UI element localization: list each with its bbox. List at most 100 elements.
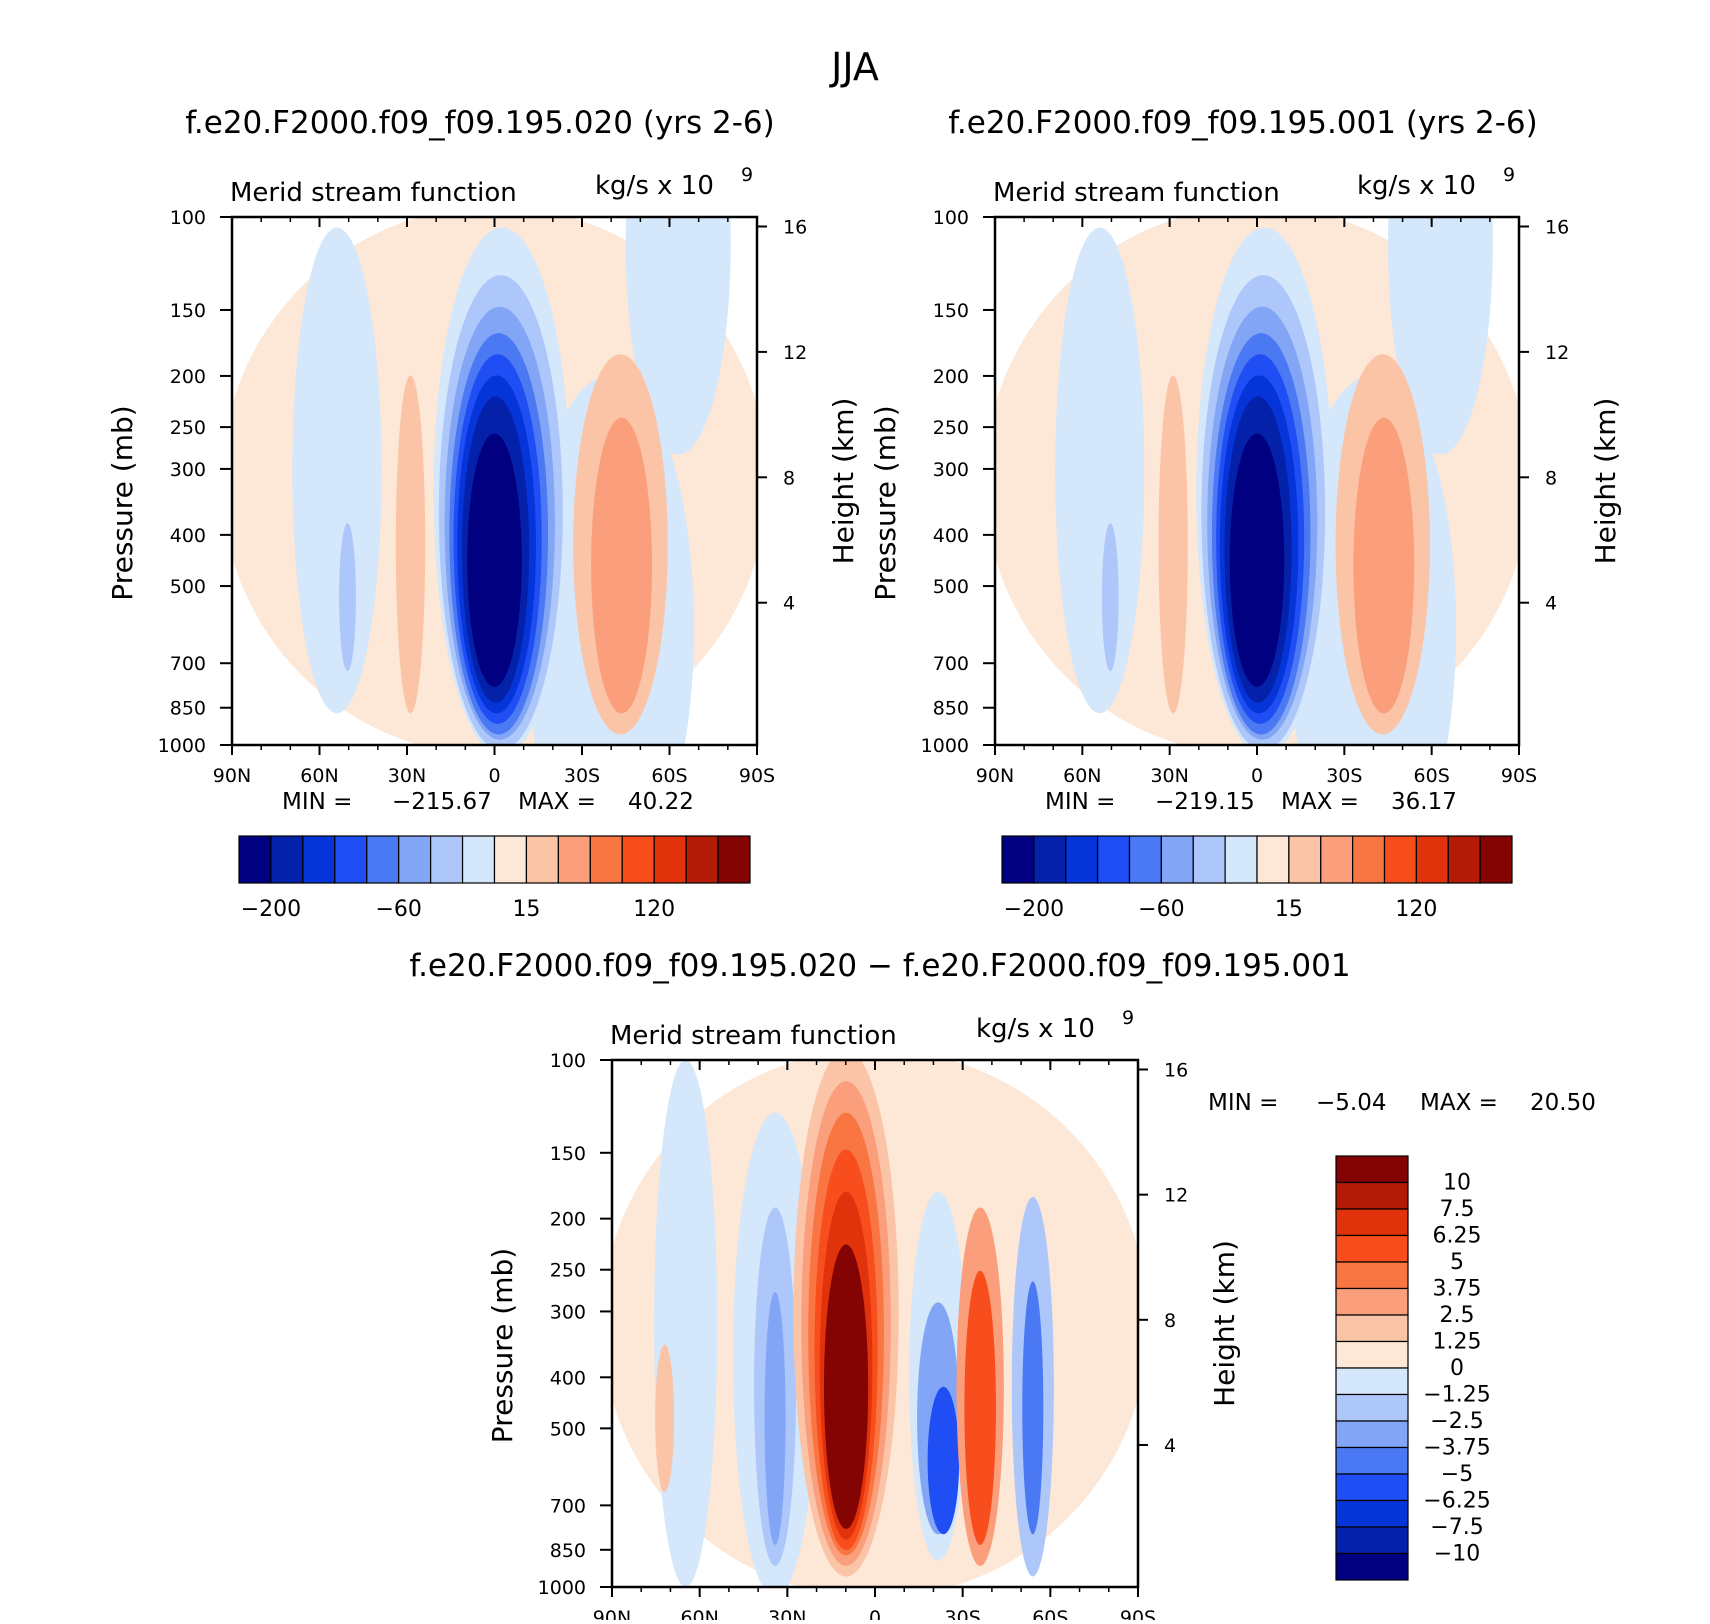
y-axis-label: Pressure (mb) <box>869 405 902 600</box>
height-tick-label: 12 <box>783 342 807 364</box>
y-tick-label: 150 <box>170 300 206 322</box>
colorbar-label: −7.5 <box>1430 1515 1483 1540</box>
colorbar-cell <box>653 835 687 884</box>
colorbar-cell <box>493 835 528 884</box>
x-tick-label: 0 <box>488 765 500 787</box>
colorbar-cell <box>685 835 719 884</box>
colorbar-label: 15 <box>512 897 540 922</box>
contour-fill <box>995 217 1519 745</box>
variable-title: Merid stream function <box>230 178 517 208</box>
y-tick-label: 100 <box>550 1050 586 1072</box>
case-title: f.e20.F2000.f09_f09.195.001 (yrs 2-6) <box>948 105 1538 141</box>
x-tick-label: 60N <box>300 765 338 787</box>
y-tick-label: 850 <box>933 698 969 720</box>
colorbar-cell <box>1335 1473 1409 1502</box>
x-tick-label: 30S <box>1326 765 1362 787</box>
x-tick-label: 0 <box>869 1607 881 1620</box>
colorbar-cell <box>430 835 464 884</box>
variable-title: Merid stream function <box>993 178 1280 208</box>
x-tick-label: 60N <box>680 1607 718 1620</box>
colorbar-cell <box>1335 1420 1409 1449</box>
variable-title: Merid stream function <box>610 1021 897 1051</box>
colorbar-cell <box>1097 835 1131 884</box>
colorbar: −200 −60 15 120 <box>238 835 751 922</box>
height-tick-label: 16 <box>783 217 807 239</box>
x-tick-label: 30S <box>945 1607 981 1620</box>
colorbar-cell <box>717 835 751 884</box>
max-value: 36.17 <box>1391 789 1457 815</box>
y-tick-label: 500 <box>170 576 206 598</box>
height-tick-label: 4 <box>783 593 795 615</box>
colorbar-label: 10 <box>1443 1171 1471 1196</box>
p1-shade-15 <box>591 417 652 714</box>
case-title: f.e20.F2000.f09_f09.195.020 (yrs 2-6) <box>185 105 775 141</box>
p2-shade-2 <box>1388 217 1493 455</box>
x-tick-label: 60S <box>1032 1607 1068 1620</box>
colorbar-cell <box>1335 1552 1409 1581</box>
colorbar-label: 1.25 <box>1433 1330 1482 1355</box>
y-tick-label: 700 <box>550 1495 586 1517</box>
min-label: MIN = <box>282 789 352 815</box>
colorbar-label: 2.5 <box>1440 1303 1475 1328</box>
p3-shade-4 <box>764 1291 786 1545</box>
colorbar-cell <box>1128 835 1162 884</box>
min-value: −215.67 <box>392 789 492 815</box>
colorbar-label: −3.75 <box>1423 1436 1490 1461</box>
units-label: kg/s x 10 <box>1357 171 1476 201</box>
max-value: 20.50 <box>1530 1090 1596 1116</box>
height-axis-label: Height (km) <box>1589 398 1622 565</box>
y-tick-label: 100 <box>170 207 206 229</box>
colorbar-cell <box>334 835 368 884</box>
colorbar-cell <box>1335 1208 1409 1237</box>
colorbar-label: 6.25 <box>1433 1224 1482 1249</box>
x-tick-label: 60S <box>1414 765 1450 787</box>
colorbar-label: 15 <box>1275 897 1303 922</box>
panel-1: f.e20.F2000.f09_f09.195.020 (yrs 2-6) Mer… <box>106 105 860 922</box>
height-tick-label: 12 <box>1164 1185 1188 1207</box>
colorbar-cell <box>1256 835 1290 884</box>
y-tick-label: 300 <box>170 459 206 481</box>
units-label: kg/s x 10 <box>595 171 714 201</box>
y-tick-label: 250 <box>933 417 969 439</box>
height-tick-label: 16 <box>1545 217 1569 239</box>
y-tick-label: 250 <box>170 417 206 439</box>
y-tick-label: 300 <box>550 1301 586 1323</box>
colorbar-cell <box>1335 1155 1409 1184</box>
max-value: 40.22 <box>628 789 694 815</box>
y-tick-label: 1000 <box>538 1577 586 1599</box>
y-tick-label: 850 <box>550 1540 586 1562</box>
x-tick-label: 90S <box>1501 765 1537 787</box>
p3-shade-13 <box>927 1386 960 1535</box>
height-tick-label: 12 <box>1545 342 1569 364</box>
units-exponent: 9 <box>741 164 753 186</box>
y-tick-label: 400 <box>170 525 206 547</box>
colorbar-cell <box>1335 1314 1409 1343</box>
x-tick-label: 60S <box>651 765 687 787</box>
colorbar-cell <box>1335 1234 1409 1263</box>
y-tick-label: 700 <box>170 653 206 675</box>
x-tick-label: 90S <box>1120 1607 1156 1620</box>
units-label: kg/s x 10 <box>976 1014 1095 1044</box>
x-tick-label: 30N <box>388 765 426 787</box>
colorbar-cell <box>557 835 591 884</box>
y-tick-label: 200 <box>933 366 969 388</box>
colorbar-cell <box>1335 1526 1409 1555</box>
colorbar-cell <box>1447 835 1481 884</box>
colorbar-cell <box>1335 1367 1409 1396</box>
units-exponent: 9 <box>1503 164 1515 186</box>
p1-shade-5 <box>395 375 426 714</box>
height-tick-label: 8 <box>1545 467 1557 489</box>
p1-shade-2 <box>625 217 731 455</box>
p1-shade-3 <box>292 227 382 714</box>
height-tick-label: 16 <box>1164 1059 1188 1081</box>
colorbar-cell <box>1352 835 1386 884</box>
colorbar-cell <box>238 835 272 884</box>
x-tick-label: 30S <box>564 765 600 787</box>
y-tick-label: 100 <box>933 207 969 229</box>
colorbar-cell <box>1335 1340 1409 1369</box>
colorbar-cell <box>1335 1499 1409 1528</box>
figure-title: JJA <box>829 45 879 89</box>
y-tick-label: 700 <box>933 653 969 675</box>
colorbar-cell <box>1479 835 1513 884</box>
